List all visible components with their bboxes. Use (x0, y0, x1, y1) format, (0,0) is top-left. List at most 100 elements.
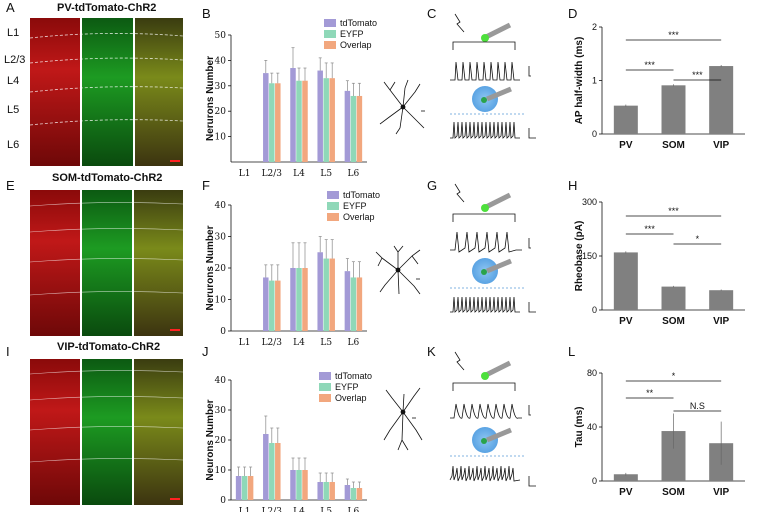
micrograph-red-channel (30, 359, 80, 505)
bar-eyfp (323, 258, 329, 331)
bar-eyfp (296, 470, 302, 500)
bar-overlap (275, 280, 281, 331)
bar-tdtomato (263, 434, 269, 500)
micrograph-merge-channel (135, 18, 183, 166)
chart-b: 10 20 30 40 50 Nerurons Number L1 L2/3 L4 L5 L6 tdT… (205, 18, 377, 179)
neuron-morphology-j (383, 387, 423, 451)
x-tick-label: L5 (320, 338, 332, 348)
panel-letter-i: I (6, 344, 10, 359)
y-tick-label: 0 (592, 129, 597, 139)
x-tick-label: L5 (320, 169, 332, 179)
bar-eyfp (269, 280, 275, 331)
legend-label: Overlap (335, 393, 367, 403)
bar-tdtomato (263, 277, 269, 331)
significance-label: *** (692, 70, 703, 80)
chart-j: 0 10 20 30 40 Neurons Number L1 L2/3 L4 L5 L6 tdTom… (205, 371, 372, 512)
y-tick-label: 0 (220, 327, 226, 337)
x-tick-label: L1 (239, 507, 251, 512)
x-tick-label: L5 (320, 507, 332, 512)
legend-label: Overlap (343, 212, 375, 222)
layer-label: L6 (7, 139, 19, 151)
bar-overlap (275, 443, 281, 500)
bar-overlap (329, 482, 335, 500)
y-tick-label: 30 (215, 82, 227, 92)
bar (613, 105, 638, 134)
legend-swatch-eyfp (324, 30, 336, 38)
y-tick-label: 1 (592, 76, 597, 86)
panel-letter-l: L (568, 344, 575, 359)
chart-d: 0 1 2 AP half-width (ms) PV SOM VIP *** *** *** (574, 22, 745, 151)
legend-swatch-overlap (319, 394, 331, 402)
bar-eyfp (296, 80, 302, 162)
bar-overlap (275, 83, 281, 162)
significance-label: * (672, 371, 676, 381)
panel-letter-e: E (6, 178, 15, 193)
x-tick-label: L6 (348, 169, 360, 179)
y-tick-label: 80 (587, 368, 597, 378)
panel-letter-d: D (568, 6, 577, 21)
bar-overlap (302, 268, 308, 331)
x-tick-label: VIP (713, 140, 729, 151)
y-axis-label: Tau (ms) (574, 407, 585, 448)
y-tick-label: 10 (215, 466, 227, 476)
x-tick-label: SOM (662, 140, 685, 151)
bar-overlap (247, 476, 254, 500)
x-tick-label: L2/3 (262, 169, 283, 179)
bar-eyfp (241, 476, 248, 500)
bar-overlap (356, 488, 363, 500)
panel-letter-b: B (202, 6, 211, 21)
layer-label: L5 (7, 104, 19, 116)
row-title-pv: PV-tdTomato-ChR2 (57, 2, 156, 14)
legend-label: EYFP (343, 201, 367, 211)
y-tick-label: 0 (592, 305, 597, 315)
y-tick-label: 40 (215, 376, 227, 386)
bar-eyfp (323, 482, 329, 500)
legend-label: EYFP (340, 29, 364, 39)
micrograph-merge-channel (134, 359, 183, 505)
x-tick-label: SOM (662, 487, 685, 498)
y-tick-label: 20 (215, 107, 227, 117)
significance-label: *** (668, 30, 679, 40)
micrograph-som (29, 190, 184, 336)
x-tick-label: L4 (293, 169, 305, 179)
bar-eyfp (350, 488, 357, 500)
x-tick-label: L4 (293, 338, 305, 348)
y-tick-label: 150 (582, 251, 597, 261)
significance-label: N.S (690, 401, 705, 411)
bar-eyfp (269, 83, 275, 162)
legend-swatch-tdtomato (324, 19, 336, 27)
micrograph-red-channel (30, 190, 80, 336)
micrograph-vip (29, 359, 184, 505)
y-tick-label: 10 (215, 296, 227, 306)
micrograph-merge-channel (134, 190, 183, 336)
x-tick-label: L6 (348, 338, 360, 348)
legend-label: tdTomato (343, 190, 380, 200)
bar-tdtomato (263, 73, 269, 162)
significance-label: ** (646, 388, 654, 398)
y-tick-label: 50 (215, 31, 227, 41)
bar-eyfp (350, 277, 357, 331)
bar (613, 474, 638, 481)
ephys-traces-g (450, 183, 536, 313)
y-tick-label: 20 (215, 436, 227, 446)
bar-eyfp (269, 443, 275, 500)
bar-tdtomato (290, 470, 296, 500)
legend-label: Overlap (340, 40, 372, 50)
chart-f: 0 10 20 30 40 Nerurons Number L1 L2/3 L4 L5 L6 tdTo… (205, 190, 380, 348)
panel-letter-f: F (202, 178, 210, 193)
micrograph-pv (29, 18, 184, 166)
layer-label: L4 (7, 75, 19, 87)
bar-eyfp (350, 95, 357, 162)
x-tick-label: PV (619, 316, 633, 327)
y-tick-label: 10 (215, 133, 227, 143)
legend-swatch-tdtomato (327, 191, 339, 199)
y-tick-label: 20 (215, 264, 227, 274)
legend-swatch-overlap (324, 41, 336, 49)
x-tick-label: L2/3 (262, 338, 283, 348)
bar-overlap (329, 258, 335, 331)
panel-letter-c: C (427, 6, 436, 21)
y-tick-label: 40 (215, 56, 227, 66)
neuron-morphology-b (379, 79, 425, 135)
y-tick-label: 300 (582, 197, 597, 207)
